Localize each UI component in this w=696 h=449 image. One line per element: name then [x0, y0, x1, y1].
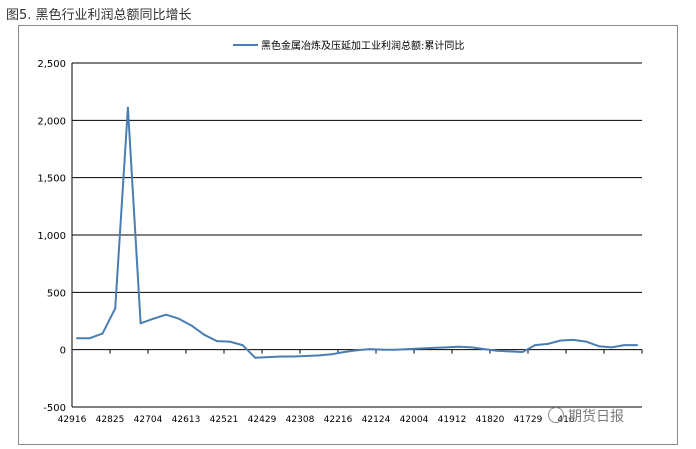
x-tick-label: 41729 — [514, 415, 543, 425]
watermark: 期货日报 — [548, 406, 624, 426]
data-point — [279, 355, 282, 358]
data-point — [88, 337, 91, 340]
x-tick-label: 41912 — [438, 415, 467, 425]
y-tick-label: 500 — [47, 288, 66, 299]
data-point — [330, 353, 333, 356]
x-tick-label: 41820 — [476, 415, 505, 425]
y-axis-tick-labels: 2,500 2,000 1,500 1,000 500 0 -500 — [37, 59, 66, 414]
data-point — [126, 106, 129, 109]
x-tick-label: 42308 — [286, 415, 315, 425]
data-point — [203, 333, 206, 336]
data-point — [343, 351, 346, 353]
data-point — [445, 346, 448, 349]
y-tick-label: 2,500 — [37, 59, 66, 70]
x-tick-label: 42825 — [96, 415, 125, 425]
x-tick-label: 42613 — [172, 415, 201, 425]
data-point — [241, 344, 244, 347]
legend: 黑色金属冶炼及压延加工业利润总额:累计同比 — [233, 39, 464, 52]
y-tick-label: 0 — [60, 346, 66, 357]
data-point — [76, 337, 78, 340]
data-point — [559, 339, 562, 342]
y-tick-label: 1,500 — [37, 174, 66, 185]
data-point — [177, 317, 180, 320]
watermark-text: 期货日报 — [568, 409, 624, 425]
data-point — [521, 351, 524, 353]
data-point — [432, 346, 435, 349]
x-axis-tick-labels: 42916 42825 42704 42613 42521 42429 42308 42216… — [58, 415, 575, 425]
data-point — [190, 324, 193, 327]
data-point — [546, 342, 549, 345]
data-point — [114, 307, 117, 310]
y-tick-label: -500 — [43, 403, 66, 414]
legend-label: 黑色金属冶炼及压延加工业利润总额:累计同比 — [261, 39, 464, 52]
gridlines — [71, 62, 643, 408]
data-point — [152, 317, 155, 320]
data-point — [496, 349, 498, 352]
data-point — [292, 355, 295, 358]
x-tick-label: 416 — [557, 415, 574, 425]
data-point — [572, 338, 575, 341]
y-tick-label: 2,000 — [37, 116, 66, 127]
data-point — [597, 345, 600, 348]
wechat-icon — [548, 407, 564, 423]
y-tick-label: 1,000 — [37, 231, 66, 242]
data-point — [381, 348, 384, 351]
data-point — [305, 355, 308, 357]
x-tick-label: 42429 — [248, 415, 277, 425]
data-point — [216, 340, 218, 343]
data-point — [610, 346, 613, 349]
data-point — [457, 345, 460, 348]
data-point — [356, 349, 358, 352]
data-point — [266, 356, 269, 359]
data-point — [483, 348, 486, 351]
data-point — [585, 340, 588, 343]
x-tick-label: 42704 — [134, 415, 163, 425]
series-layer — [76, 106, 638, 359]
x-tick-label: 42124 — [362, 415, 391, 425]
data-point — [406, 348, 409, 351]
data-point — [636, 344, 638, 347]
data-point — [254, 356, 257, 359]
data-point — [508, 350, 511, 353]
data-point — [419, 347, 422, 350]
data-point — [470, 346, 473, 349]
x-tick-label: 42216 — [324, 415, 353, 425]
data-point — [394, 348, 397, 351]
data-point — [623, 344, 626, 347]
data-point — [368, 348, 371, 351]
x-tick-label: 42916 — [58, 415, 87, 425]
data-point — [165, 313, 168, 316]
series-line — [77, 106, 637, 359]
figure-title: 图5. 黑色行业利润总额同比增长 — [6, 8, 192, 23]
data-point — [101, 332, 104, 335]
x-tick-label: 42521 — [210, 415, 239, 425]
data-point — [228, 340, 231, 343]
data-point — [139, 322, 142, 325]
data-point — [534, 344, 537, 347]
x-tick-label: 42004 — [400, 415, 429, 425]
data-point — [317, 354, 320, 357]
